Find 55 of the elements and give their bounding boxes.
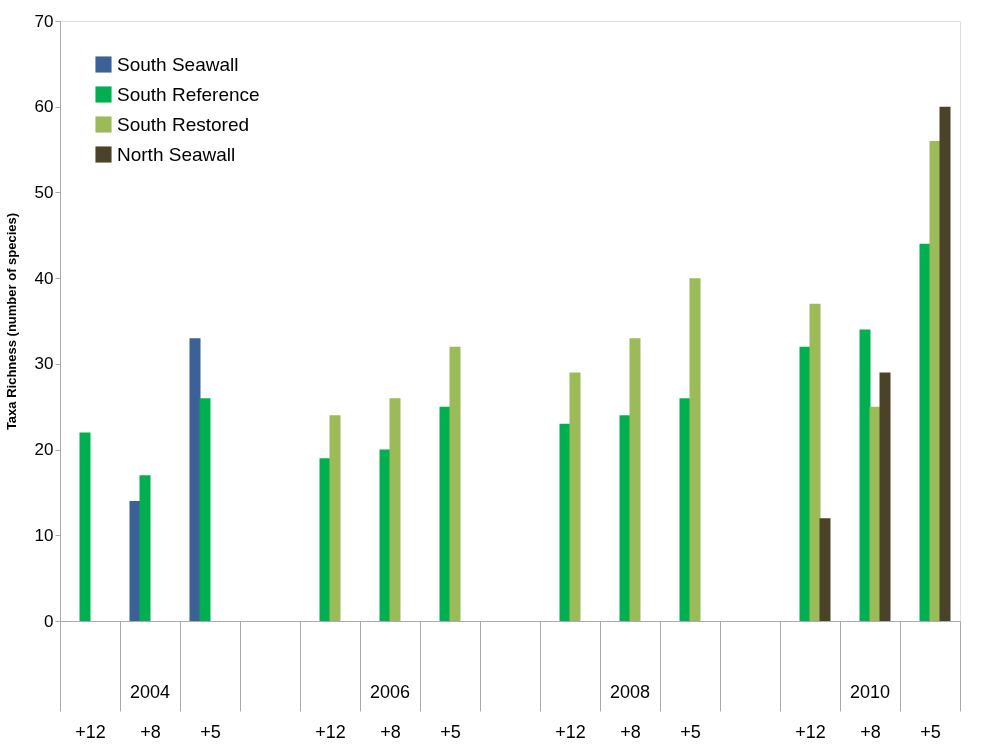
bar — [679, 398, 691, 621]
bar — [689, 278, 701, 621]
bar — [799, 346, 811, 621]
bar — [79, 432, 91, 621]
bar — [439, 406, 451, 621]
x-tick-label: +12 — [75, 721, 106, 742]
y-tick-label: 30 — [34, 354, 54, 374]
x-tick-label: +5 — [920, 721, 941, 742]
x-tick-label: +8 — [140, 721, 161, 742]
bar — [919, 243, 931, 621]
y-tick-label: 40 — [34, 268, 54, 288]
bar — [619, 415, 631, 621]
x-tick-label: +8 — [860, 721, 881, 742]
x-tick-label: +8 — [620, 721, 641, 742]
x-tick-label: +12 — [315, 721, 346, 742]
text: 2004 — [129, 682, 171, 702]
bar — [939, 106, 951, 621]
bar — [809, 303, 821, 621]
legend-label: South Restored — [117, 113, 250, 135]
x-tick-label: +5 — [440, 721, 461, 742]
bar — [389, 398, 401, 621]
bar — [869, 406, 881, 621]
y-tick-label: 10 — [34, 525, 54, 545]
x-tick-label: +8 — [380, 721, 401, 742]
text: 2008 — [609, 682, 651, 702]
x-tick-label: +5 — [680, 721, 701, 742]
bar — [319, 458, 331, 621]
legend-label: South Seawall — [117, 53, 239, 75]
bar — [859, 329, 871, 621]
text: 2010 — [849, 682, 891, 702]
legend-label: North Seawall — [117, 143, 236, 165]
bar — [929, 141, 941, 621]
bar — [819, 518, 831, 621]
y-tick-label: 20 — [34, 440, 54, 460]
bar — [449, 346, 461, 621]
x-tick-label: +5 — [200, 721, 221, 742]
y-tick-label: 60 — [34, 97, 54, 117]
bar — [139, 475, 151, 621]
text: 2006 — [369, 682, 411, 702]
x-tick-label: +12 — [555, 721, 586, 742]
bar — [199, 398, 211, 621]
bar — [189, 338, 201, 621]
bar — [879, 372, 891, 621]
bar — [129, 501, 141, 621]
y-tick-label: 70 — [34, 11, 54, 31]
y-axis-title: Taxa Richness (number of species) — [3, 212, 19, 431]
legend-label: South Reference — [117, 83, 260, 105]
y-tick-label: 50 — [34, 182, 54, 202]
bar — [629, 338, 641, 621]
x-tick-label: +12 — [795, 721, 826, 742]
y-tick-label: 0 — [44, 611, 54, 631]
bar — [379, 449, 391, 621]
bar — [329, 415, 341, 621]
bar — [559, 423, 571, 621]
bar — [569, 372, 581, 621]
